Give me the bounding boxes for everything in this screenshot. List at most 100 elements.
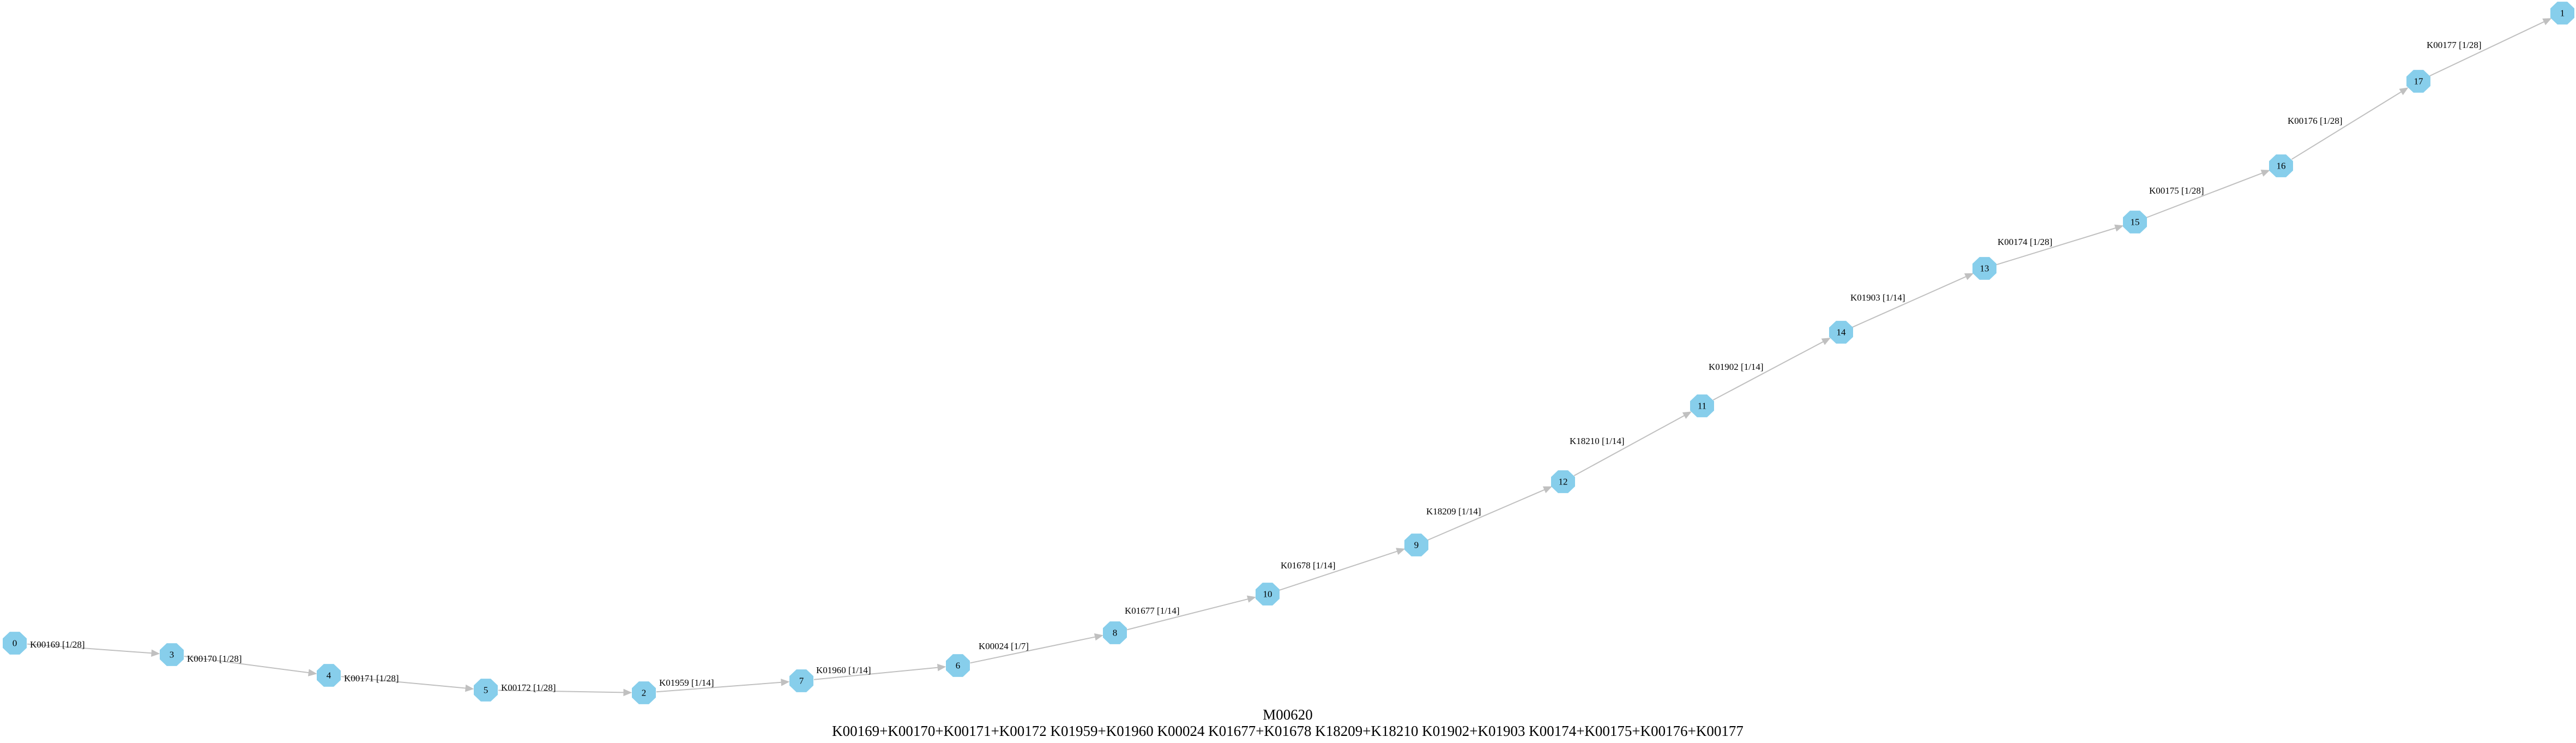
node-shape-8 bbox=[1103, 621, 1127, 644]
edge-label-5-2: K00172 [1/28] bbox=[501, 682, 556, 693]
node-shape-6 bbox=[946, 654, 970, 677]
edge-12-11 bbox=[1573, 415, 1685, 476]
node-shape-12 bbox=[1551, 470, 1575, 493]
node-label-12: 12 bbox=[1559, 477, 1568, 487]
edge-arrowhead-12-11 bbox=[1682, 411, 1692, 419]
node-shape-17 bbox=[2406, 70, 2430, 93]
node-13: 13 bbox=[1972, 257, 1996, 280]
edge-arrowhead-15-16 bbox=[2260, 170, 2270, 177]
edge-11-14 bbox=[1712, 341, 1824, 401]
edge-label-12-11: K18210 [1/14] bbox=[1570, 436, 1625, 446]
node-7: 7 bbox=[789, 669, 813, 692]
edge-15-16 bbox=[2146, 172, 2263, 218]
edge-arrowhead-13-15 bbox=[2114, 224, 2124, 232]
node-label-15: 15 bbox=[2131, 217, 2140, 227]
node-shape-14 bbox=[1829, 321, 1853, 344]
edge-labels-layer: K00169 [1/28] K00170 [1/28] K00171 [1/28] K… bbox=[30, 40, 2482, 693]
node-14: 14 bbox=[1829, 321, 1853, 344]
node-label-10: 10 bbox=[1263, 589, 1272, 600]
node-label-1: 1 bbox=[2560, 8, 2565, 19]
node-label-2: 2 bbox=[642, 688, 647, 698]
edge-label-6-8: K00024 [1/7] bbox=[979, 641, 1029, 651]
node-label-14: 14 bbox=[1837, 327, 1847, 338]
edge-label-17-1: K00177 [1/28] bbox=[2427, 40, 2482, 50]
node-shape-1 bbox=[2550, 2, 2574, 25]
edge-label-2-7: K01959 [1/14] bbox=[659, 678, 714, 688]
node-label-3: 3 bbox=[170, 650, 174, 660]
edge-label-16-17: K00176 [1/28] bbox=[2288, 116, 2343, 126]
edge-arrowhead-16-17 bbox=[2399, 87, 2409, 95]
node-11: 11 bbox=[1690, 394, 1714, 417]
node-shape-10 bbox=[1256, 583, 1280, 606]
node-label-0: 0 bbox=[13, 638, 17, 649]
edge-5-2 bbox=[498, 690, 624, 693]
edge-arrowhead-3-4 bbox=[307, 669, 317, 676]
node-label-16: 16 bbox=[2277, 161, 2286, 171]
edge-label-0-3: K00169 [1/28] bbox=[30, 639, 85, 650]
node-shape-5 bbox=[474, 679, 498, 702]
edge-9-12 bbox=[1427, 489, 1545, 541]
node-shape-9 bbox=[1404, 534, 1428, 556]
edge-arrowhead-14-13 bbox=[1964, 273, 1974, 280]
edge-arrowhead-0-3 bbox=[151, 649, 160, 657]
edge-0-3 bbox=[27, 643, 152, 654]
edge-label-8-10: K01677 [1/14] bbox=[1125, 606, 1180, 616]
edge-label-15-16: K00175 [1/28] bbox=[2149, 185, 2204, 196]
node-shape-0 bbox=[3, 632, 27, 655]
edge-arrowhead-8-10 bbox=[1246, 595, 1256, 603]
edge-7-6 bbox=[813, 667, 938, 680]
edge-13-15 bbox=[1996, 227, 2116, 266]
edge-arrowhead-6-8 bbox=[1094, 633, 1103, 641]
node-10: 10 bbox=[1256, 583, 1280, 606]
node-shape-4 bbox=[317, 664, 341, 687]
node-label-17: 17 bbox=[2414, 76, 2424, 87]
node-label-6: 6 bbox=[956, 661, 961, 671]
node-label-5: 5 bbox=[484, 685, 488, 696]
edge-label-9-12: K18209 [1/14] bbox=[1426, 506, 1481, 517]
node-8: 8 bbox=[1103, 621, 1127, 644]
node-12: 12 bbox=[1551, 470, 1575, 493]
edge-arrowhead-9-12 bbox=[1542, 486, 1553, 494]
node-label-11: 11 bbox=[1698, 401, 1706, 411]
edge-label-14-13: K01903 [1/14] bbox=[1850, 292, 1905, 303]
edge-label-7-6: K01960 [1/14] bbox=[816, 665, 871, 675]
node-4: 4 bbox=[317, 664, 341, 687]
edge-3-4 bbox=[184, 656, 309, 674]
node-shape-13 bbox=[1972, 257, 1996, 280]
edge-8-10 bbox=[1127, 598, 1248, 631]
node-shape-16 bbox=[2269, 154, 2293, 177]
edge-16-17 bbox=[2291, 91, 2402, 160]
edge-arrowhead-7-6 bbox=[937, 663, 946, 672]
node-label-8: 8 bbox=[1113, 628, 1118, 638]
node-0: 0 bbox=[3, 632, 27, 655]
node-shape-11 bbox=[1690, 394, 1714, 417]
node-shape-3 bbox=[160, 643, 184, 666]
edge-14-13 bbox=[1852, 276, 1966, 328]
edge-arrowhead-5-2 bbox=[623, 688, 632, 697]
node-shape-2 bbox=[632, 681, 656, 704]
edge-arrowhead-2-7 bbox=[781, 679, 790, 686]
edge-label-4-5: K00171 [1/28] bbox=[344, 673, 399, 684]
diagram-subtitle: K00169+K00170+K00171+K00172 K01959+K0196… bbox=[832, 723, 1744, 739]
node-shape-15 bbox=[2123, 211, 2147, 233]
node-label-7: 7 bbox=[799, 676, 804, 686]
node-5: 5 bbox=[474, 679, 498, 702]
node-label-4: 4 bbox=[327, 670, 331, 681]
node-1: 1 bbox=[2550, 2, 2574, 25]
node-16: 16 bbox=[2269, 154, 2293, 177]
edge-4-5 bbox=[341, 676, 466, 689]
node-17: 17 bbox=[2406, 70, 2430, 93]
nodes-layer: 0 3 4 5 2 7 6 8 10 9 12 11 14 13 15 16 17 1 bbox=[3, 2, 2574, 704]
node-9: 9 bbox=[1404, 534, 1428, 556]
node-3: 3 bbox=[160, 643, 184, 666]
diagram-title: M00620 bbox=[1263, 706, 1313, 723]
edge-label-13-15: K00174 [1/28] bbox=[1998, 237, 2053, 247]
edge-arrowhead-17-1 bbox=[2542, 18, 2552, 26]
edge-arrowhead-11-14 bbox=[1821, 338, 1831, 345]
edge-10-9 bbox=[1279, 550, 1398, 591]
edge-2-7 bbox=[656, 681, 782, 693]
node-label-9: 9 bbox=[1414, 540, 1419, 550]
edge-17-1 bbox=[2429, 21, 2544, 77]
node-6: 6 bbox=[946, 654, 970, 677]
